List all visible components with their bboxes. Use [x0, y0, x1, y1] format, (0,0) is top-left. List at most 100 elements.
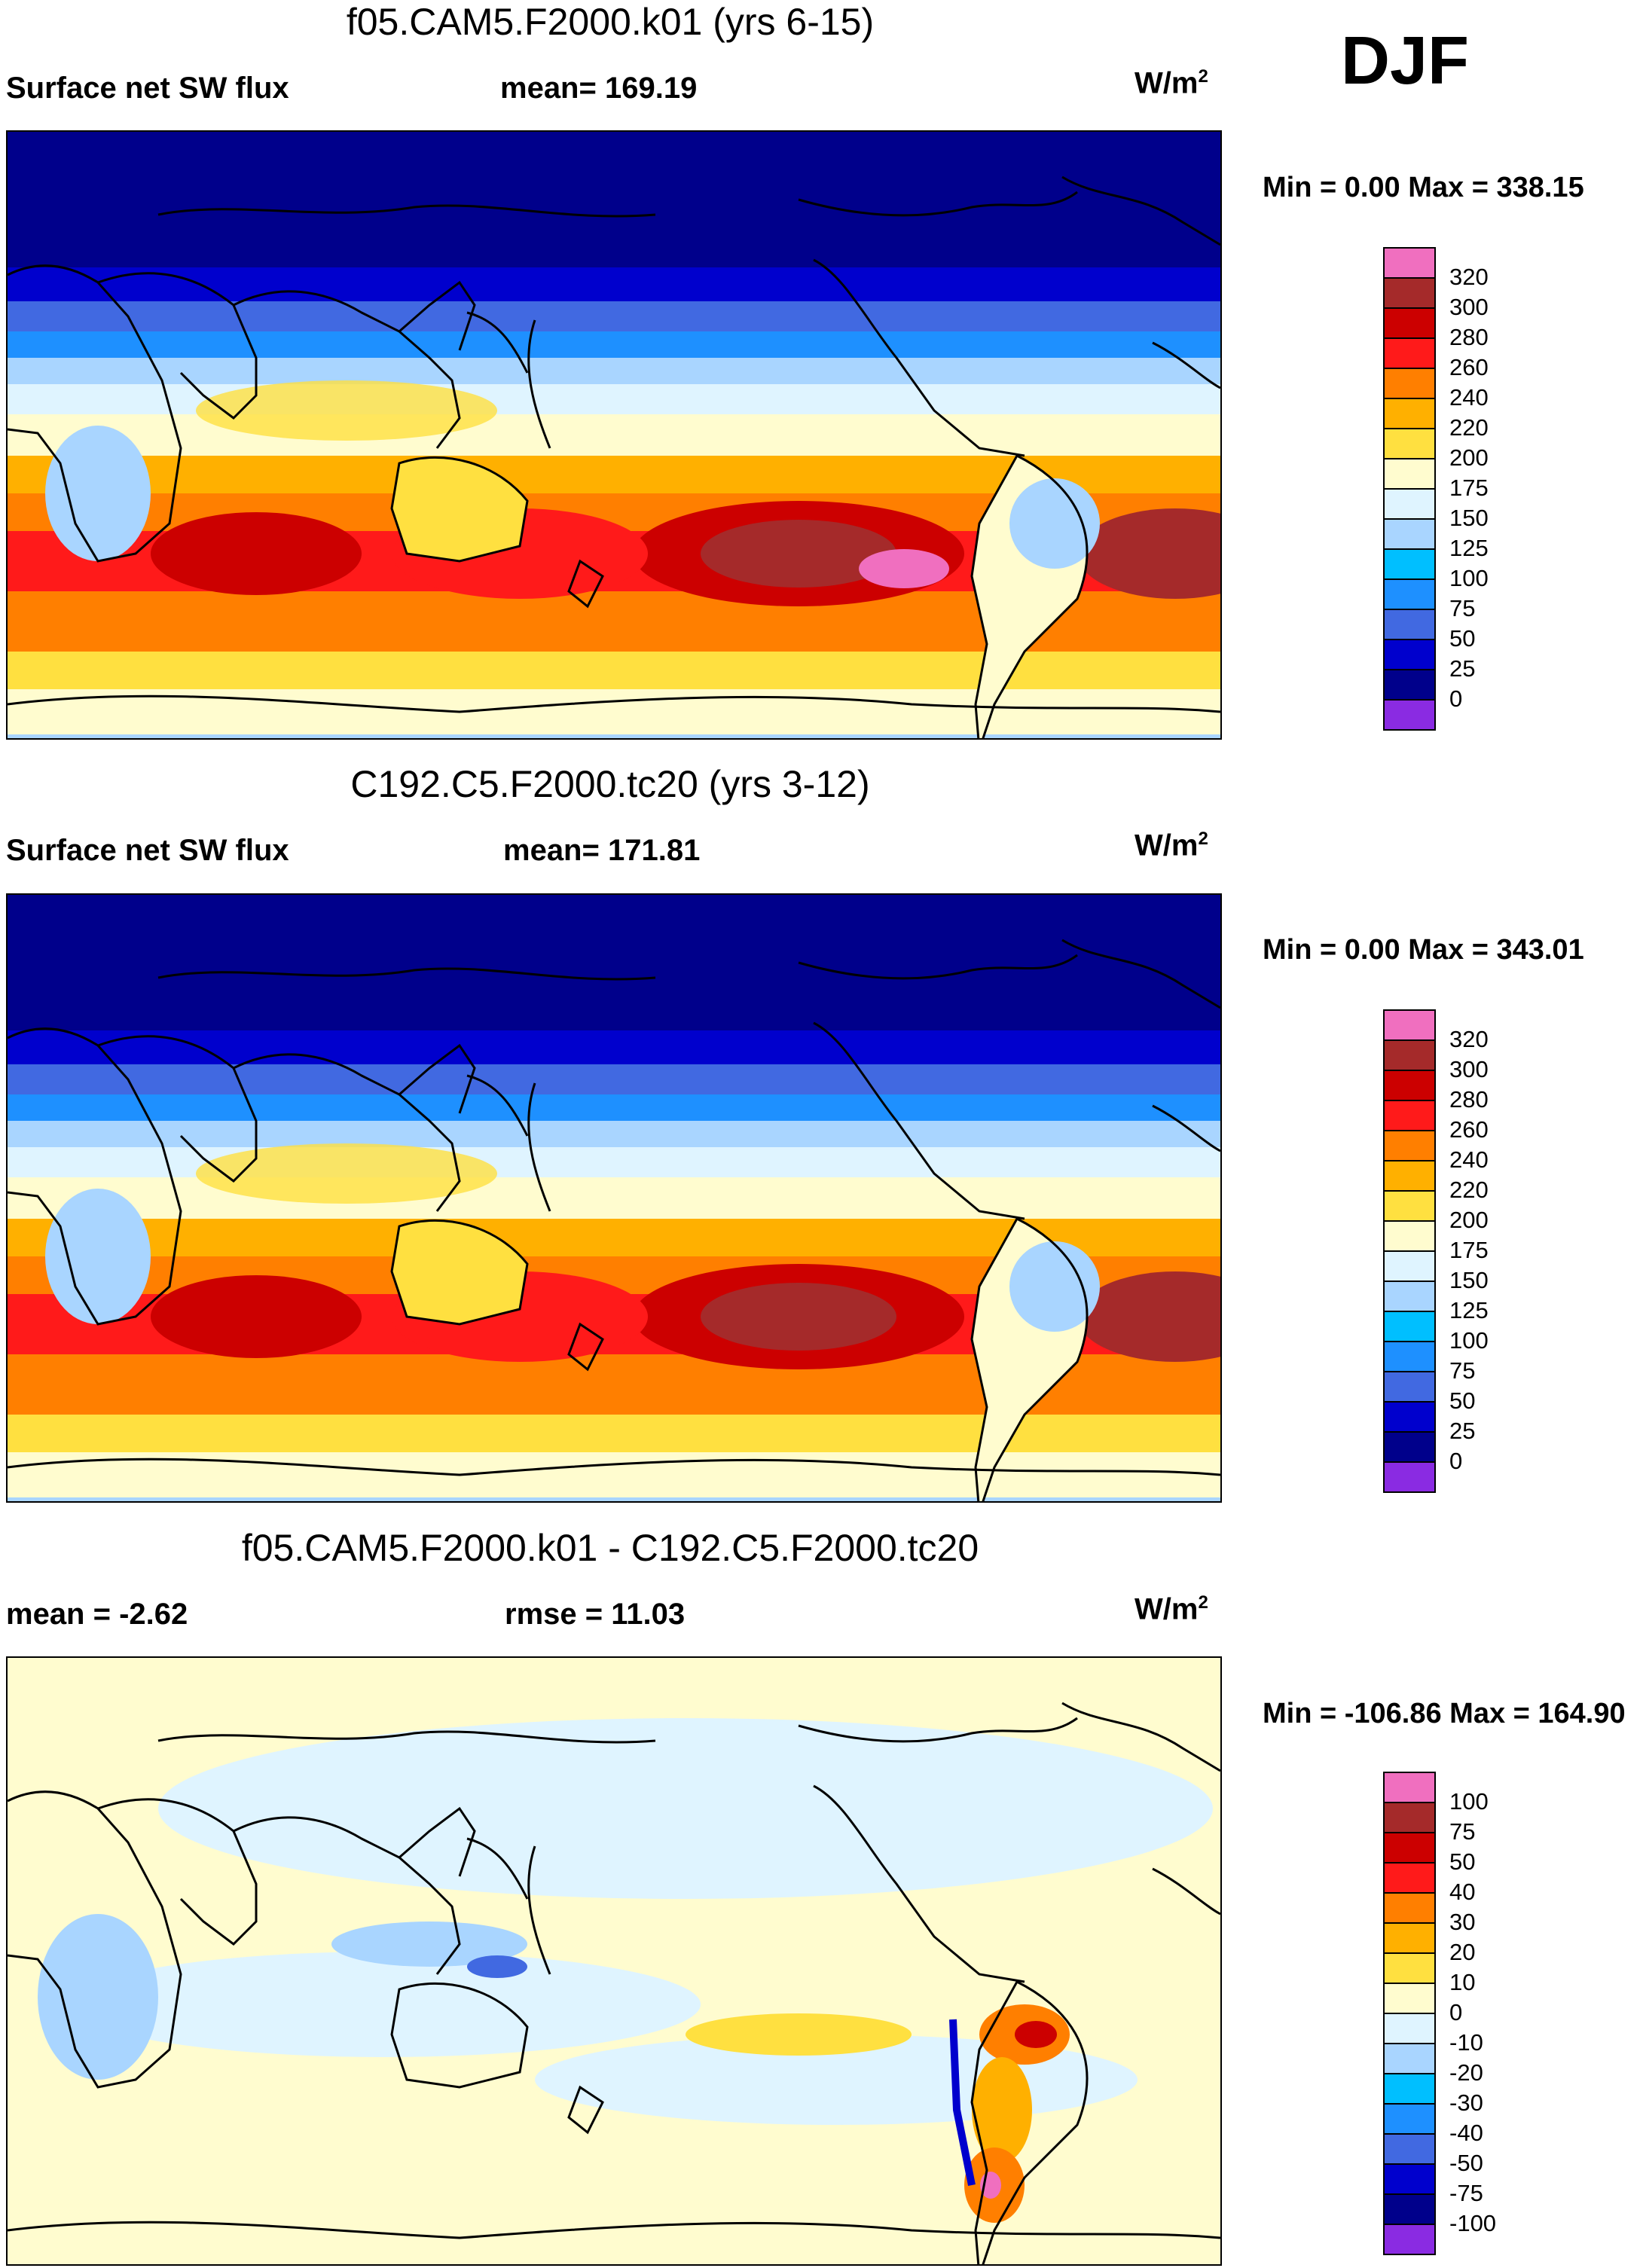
- colorbar-label: 75: [1449, 595, 1476, 621]
- colorbar-swatch: [1383, 2163, 1436, 2195]
- colorbar-label: 150: [1449, 505, 1489, 531]
- colorbar-swatch: [1383, 428, 1436, 459]
- colorbar-label: 200: [1449, 444, 1489, 471]
- colorbar-swatch: [1383, 277, 1436, 309]
- colorbar-label: 50: [1449, 625, 1476, 652]
- colorbar-label: 50: [1449, 1387, 1476, 1414]
- colorbar-swatch: [1383, 609, 1436, 640]
- colorbar-label: 320: [1449, 1026, 1489, 1052]
- colorbar-label: 220: [1449, 1177, 1489, 1203]
- panel-3-units: W/m2: [1135, 1592, 1208, 1626]
- colorbar-label: 25: [1449, 1418, 1476, 1444]
- map-field: [8, 895, 1220, 1501]
- colorbar-label: 240: [1449, 1146, 1489, 1173]
- colorbar-swatch: [1383, 1983, 1436, 2014]
- colorbar-label: 100: [1449, 565, 1489, 591]
- colorbar-swatch: [1383, 1431, 1436, 1463]
- colorbar-swatch: [1383, 398, 1436, 429]
- colorbar-label: 260: [1449, 1116, 1489, 1143]
- colorbar-swatch: [1383, 1220, 1436, 1252]
- panel-1-title: f05.CAM5.F2000.k01 (yrs 6-15): [346, 1, 875, 43]
- colorbar-label: -20: [1449, 2059, 1483, 2086]
- colorbar-label: 220: [1449, 414, 1489, 441]
- colorbar-swatch: [1383, 1009, 1436, 1041]
- colorbar-swatch: [1383, 2193, 1436, 2225]
- colorbar-label: 0: [1449, 1999, 1463, 2025]
- panel-1-mean: mean= 169.19: [500, 72, 698, 105]
- colorbar-label: 25: [1449, 655, 1476, 682]
- panel-3-minmax: Min = -106.86 Max = 164.90: [1263, 1698, 1626, 1729]
- colorbar-swatch: [1383, 1250, 1436, 1282]
- coastlines: [8, 176, 1220, 738]
- colorbar-swatch: [1383, 1401, 1436, 1433]
- colorbar-label: 150: [1449, 1267, 1489, 1293]
- colorbar-swatch: [1383, 518, 1436, 550]
- panel-1-variable: Surface net SW flux: [6, 72, 289, 105]
- colorbar-label: 300: [1449, 1056, 1489, 1082]
- colorbar-label: -100: [1449, 2210, 1497, 2236]
- panel-3-mean: mean = -2.62: [6, 1598, 188, 1631]
- panel-2-units: W/m2: [1135, 829, 1208, 862]
- colorbar-swatch: [1383, 1160, 1436, 1192]
- colorbar-swatch: [1383, 1190, 1436, 1222]
- colorbar-label: 40: [1449, 1879, 1476, 1905]
- colorbar-swatch: [1383, 1070, 1436, 1101]
- panel-3-title: f05.CAM5.F2000.k01 - C192.C5.F2000.tc20: [241, 1527, 979, 1569]
- colorbar-swatch: [1383, 458, 1436, 490]
- colorbar-swatch: [1383, 2013, 1436, 2044]
- panel-3-rmse: rmse = 11.03: [505, 1598, 686, 1631]
- colorbar-label: 125: [1449, 535, 1489, 561]
- coastlines: [8, 939, 1220, 1501]
- panel-2-variable: Surface net SW flux: [6, 834, 289, 867]
- map-field: [8, 132, 1220, 738]
- colorbar-label: 75: [1449, 1818, 1476, 1845]
- colorbar-label: 200: [1449, 1207, 1489, 1233]
- colorbar-swatch: [1383, 1772, 1436, 1803]
- colorbar-label: 320: [1449, 264, 1489, 290]
- map-field: [8, 1658, 1220, 2264]
- colorbar-swatch: [1383, 2103, 1436, 2135]
- colorbar-label: 100: [1449, 1327, 1489, 1354]
- colorbar-swatch: [1383, 2073, 1436, 2105]
- colorbar-swatch: [1383, 1371, 1436, 1403]
- colorbar-swatch: [1383, 2224, 1436, 2255]
- colorbar-swatch: [1383, 1130, 1436, 1161]
- panel-2-title: C192.C5.F2000.tc20 (yrs 3-12): [350, 763, 870, 805]
- colorbar-label: 75: [1449, 1357, 1476, 1384]
- colorbar-swatch: [1383, 1341, 1436, 1372]
- colorbar-swatch: [1383, 1832, 1436, 1864]
- colorbar-swatch: [1383, 1039, 1436, 1071]
- panel-1-units: W/m2: [1135, 66, 1208, 100]
- colorbar-swatch: [1383, 1922, 1436, 1954]
- colorbar-swatch: [1383, 1281, 1436, 1312]
- coastlines: [8, 1702, 1220, 2264]
- colorbar-label: 175: [1449, 475, 1489, 501]
- colorbar-label: 280: [1449, 324, 1489, 350]
- colorbar-swatch: [1383, 1892, 1436, 1924]
- panel-2-map: [6, 893, 1222, 1503]
- colorbar-label: -75: [1449, 2180, 1483, 2206]
- colorbar-label: -40: [1449, 2120, 1483, 2146]
- colorbar-label: 300: [1449, 294, 1489, 320]
- colorbar-swatch: [1383, 1952, 1436, 1984]
- colorbar-label: 100: [1449, 1788, 1489, 1815]
- colorbar-swatch: [1383, 247, 1436, 279]
- colorbar-swatch: [1383, 639, 1436, 670]
- colorbar-label: 0: [1449, 1448, 1463, 1474]
- colorbar-label: 260: [1449, 354, 1489, 380]
- panel-1-map: [6, 130, 1222, 740]
- colorbar-label: -50: [1449, 2150, 1483, 2176]
- colorbar-swatch: [1383, 2133, 1436, 2165]
- colorbar-label: 125: [1449, 1297, 1489, 1323]
- colorbar-swatch: [1383, 1311, 1436, 1342]
- colorbar-label: 280: [1449, 1086, 1489, 1113]
- panel-2-minmax: Min = 0.00 Max = 343.01: [1263, 934, 1584, 966]
- colorbar-label: 20: [1449, 1939, 1476, 1965]
- panel-3-map: [6, 1656, 1222, 2266]
- colorbar-label: 175: [1449, 1237, 1489, 1263]
- colorbar-swatch: [1383, 1461, 1436, 1493]
- colorbar-label: 0: [1449, 685, 1463, 712]
- colorbar-swatch: [1383, 1802, 1436, 1833]
- season-label: DJF: [1341, 23, 1470, 99]
- colorbar-swatch: [1383, 368, 1436, 399]
